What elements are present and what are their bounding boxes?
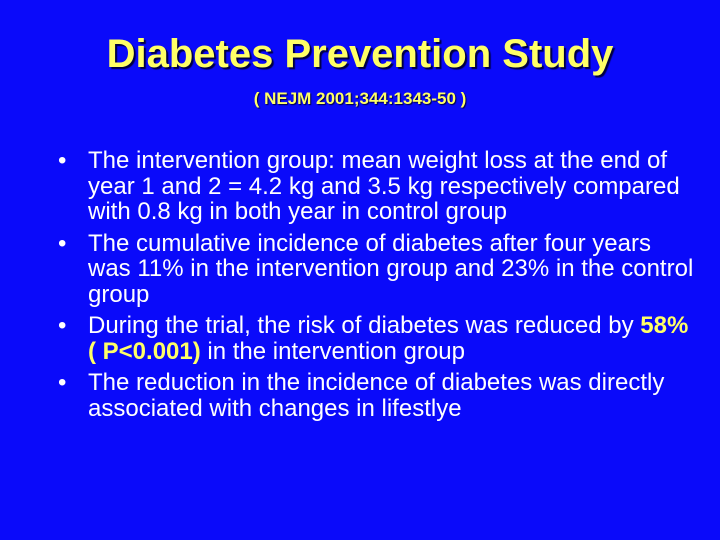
bullet-item-weight-loss: • The intervention group: mean weight lo… (58, 148, 698, 225)
bullet-icon: • (58, 229, 67, 257)
bullet-text: The intervention group: mean weight loss… (88, 147, 680, 225)
slide-title: Diabetes Prevention Study (106, 32, 614, 76)
slide-subtitle: ( NEJM 2001;344:1343-50 ) (253, 89, 467, 108)
bullet-icon: • (58, 312, 67, 339)
bullet-text-prefix: During the trial, the risk of diabetes w… (88, 312, 641, 339)
bullet-text: The reduction in the incidence of diabet… (88, 369, 665, 422)
bullet-icon: • (58, 369, 67, 396)
bullet-item-cumulative-incidence: • The cumulative incidence of diabetes a… (58, 229, 698, 308)
bullet-list: • The intervention group: mean weight lo… (58, 148, 698, 427)
risk-reduction-highlight: 58% ( P<0.001) (88, 312, 689, 365)
bullet-item-lifestyle: • The reduction in the incidence of diab… (58, 370, 698, 421)
bullet-icon: • (58, 147, 67, 174)
bullet-text-suffix: in the intervention group (200, 337, 465, 365)
bullet-text: The cumulative incidence of diabetes aft… (88, 229, 694, 308)
bullet-item-risk-reduction: • During the trial, the risk of diabetes… (58, 313, 698, 364)
